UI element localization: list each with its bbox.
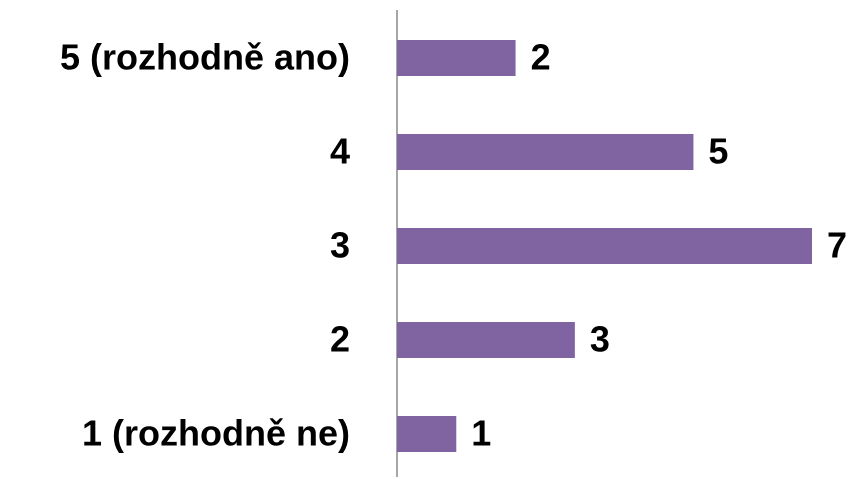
y-tick-label: 2 <box>330 319 350 360</box>
bar <box>397 322 575 358</box>
value-label: 7 <box>827 225 847 266</box>
bar <box>397 416 457 452</box>
value-label: 3 <box>590 319 610 360</box>
bar <box>397 40 516 76</box>
y-tick-label: 1 (rozhodně ne) <box>82 413 350 454</box>
y-tick-label: 4 <box>330 131 350 172</box>
bar <box>397 228 812 264</box>
y-tick-label: 5 (rozhodně ano) <box>60 37 350 78</box>
value-label: 5 <box>708 131 728 172</box>
y-tick-label: 3 <box>330 225 350 266</box>
bar <box>397 134 694 170</box>
value-label: 2 <box>531 37 551 78</box>
value-label: 1 <box>471 413 491 454</box>
